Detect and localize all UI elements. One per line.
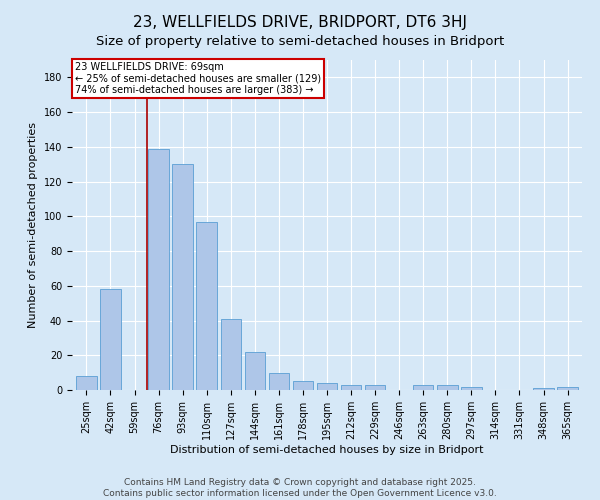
Bar [317, 383, 337, 390]
Text: Size of property relative to semi-detached houses in Bridport: Size of property relative to semi-detach… [96, 35, 504, 48]
Bar [557, 386, 578, 390]
Bar [76, 376, 97, 390]
Bar [196, 222, 217, 390]
Text: 23 WELLFIELDS DRIVE: 69sqm
← 25% of semi-detached houses are smaller (129)
74% o: 23 WELLFIELDS DRIVE: 69sqm ← 25% of semi… [74, 62, 320, 95]
Y-axis label: Number of semi-detached properties: Number of semi-detached properties [28, 122, 38, 328]
Bar [245, 352, 265, 390]
X-axis label: Distribution of semi-detached houses by size in Bridport: Distribution of semi-detached houses by … [170, 444, 484, 454]
Bar [269, 372, 289, 390]
Bar [221, 319, 241, 390]
Bar [533, 388, 554, 390]
Bar [100, 290, 121, 390]
Bar [172, 164, 193, 390]
Text: Contains HM Land Registry data © Crown copyright and database right 2025.
Contai: Contains HM Land Registry data © Crown c… [103, 478, 497, 498]
Text: 23, WELLFIELDS DRIVE, BRIDPORT, DT6 3HJ: 23, WELLFIELDS DRIVE, BRIDPORT, DT6 3HJ [133, 15, 467, 30]
Bar [341, 385, 361, 390]
Bar [437, 385, 458, 390]
Bar [148, 148, 169, 390]
Bar [365, 385, 385, 390]
Bar [461, 386, 482, 390]
Bar [293, 382, 313, 390]
Bar [413, 385, 433, 390]
